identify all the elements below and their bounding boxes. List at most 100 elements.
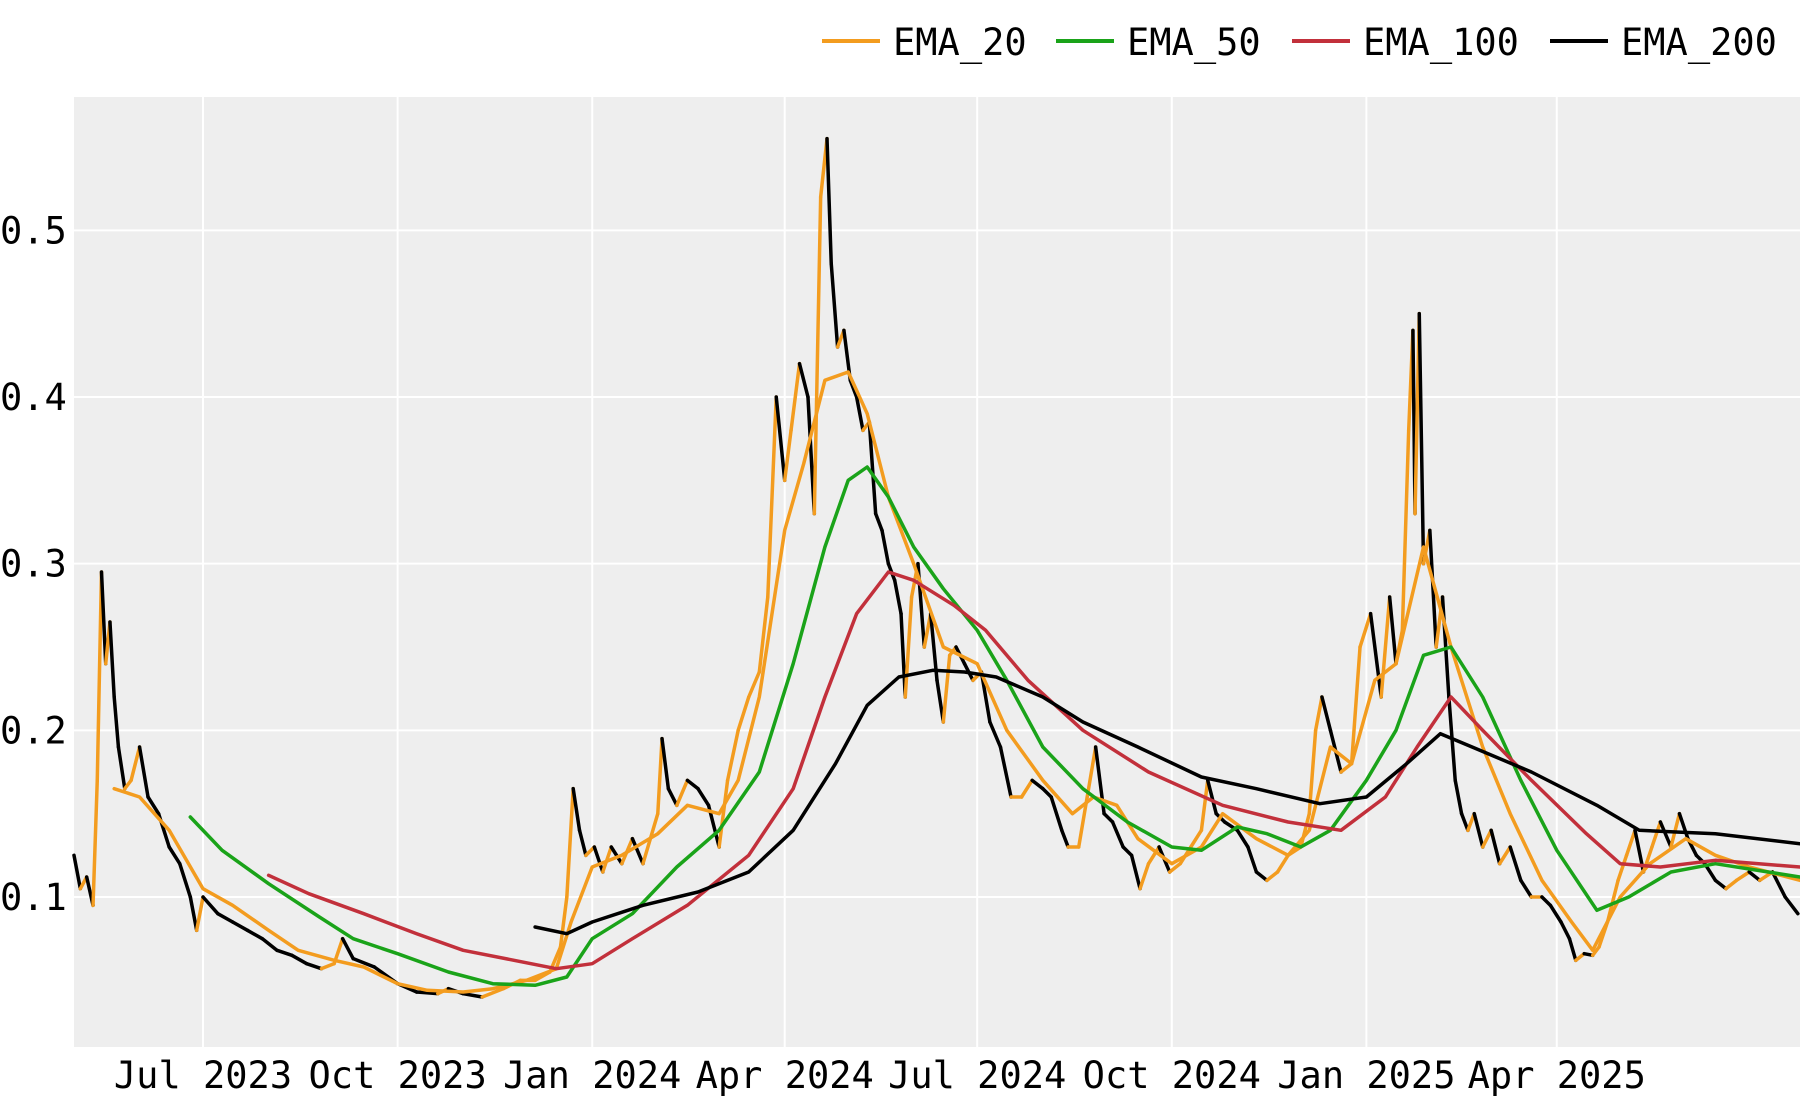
price-segment [1299, 811, 1312, 849]
price-segment [1246, 845, 1259, 874]
price-segment [1275, 853, 1290, 874]
price-segment [1559, 920, 1572, 941]
price-segment [1167, 861, 1182, 874]
price-segment [1205, 778, 1218, 816]
price-segment [1783, 895, 1800, 916]
price-segment [99, 570, 108, 666]
price-segment [1049, 795, 1064, 833]
price-segment [95, 570, 104, 783]
price-segment [1567, 936, 1578, 963]
series-line-ema-20 [112, 370, 1800, 994]
y-tick-label: 0.4 [0, 376, 67, 419]
plot-background [74, 97, 1800, 1047]
price-segment [656, 736, 664, 816]
series-line-ema-100 [266, 570, 1800, 971]
y-tick-label: 0.1 [0, 876, 67, 919]
price-segment [757, 595, 770, 674]
price-segment [746, 670, 762, 699]
x-tick-label: Jul 2024 [888, 1054, 1066, 1097]
price-segment [1540, 895, 1553, 908]
price-segment [988, 720, 1003, 749]
price-segment [1339, 761, 1354, 774]
price-segment [1199, 778, 1210, 833]
price-segment [480, 986, 506, 999]
price-segment [666, 786, 679, 808]
price-segment [825, 136, 833, 266]
price-segment [829, 261, 840, 349]
price-segment [873, 511, 884, 533]
y-tick-label: 0.5 [0, 209, 67, 252]
price-segment [340, 936, 355, 961]
price-segment [1019, 778, 1034, 799]
price-segment [1677, 811, 1690, 841]
price-segment [584, 845, 597, 858]
price-segment [230, 920, 250, 933]
price-segment [1519, 878, 1534, 899]
legend: EMA_20 EMA_50 EMA_100 EMA_200 [822, 21, 1777, 65]
price-segment [696, 786, 711, 808]
price-segment [717, 778, 730, 849]
x-tick-label: Oct 2024 [1083, 1054, 1261, 1097]
price-segment [660, 736, 671, 791]
price-segment [1235, 828, 1250, 849]
price-segment [167, 845, 182, 866]
price-segment [112, 695, 121, 749]
price-segment [1379, 595, 1392, 699]
price-segment [1368, 611, 1383, 699]
series-line-ema-200 [533, 668, 1800, 936]
price-segment [592, 845, 605, 874]
price-segment [1060, 828, 1070, 849]
price-segment [1734, 870, 1751, 883]
price-segment [91, 778, 100, 908]
price-segment [675, 778, 690, 808]
price-segment [1548, 903, 1563, 924]
price-segment [188, 895, 199, 933]
price-segment [1102, 811, 1115, 824]
price-segment [1616, 853, 1629, 883]
price-segment [1313, 695, 1324, 733]
legend-label: EMA_100 [1363, 21, 1519, 65]
x-tick-label: Oct 2023 [309, 1054, 487, 1097]
price-segment [766, 395, 778, 599]
price-segment [867, 420, 878, 516]
price-segment [812, 195, 823, 516]
price-segment [1320, 695, 1333, 733]
price-segment [630, 836, 645, 866]
x-tick-label: Jan 2025 [1277, 1054, 1455, 1097]
price-segment [854, 395, 865, 433]
price-segment [216, 911, 235, 924]
price-segment [1129, 853, 1142, 891]
price-segment [319, 961, 336, 971]
price-segment [1453, 778, 1464, 816]
price-segment [1508, 845, 1523, 883]
price-segment [461, 991, 484, 999]
y-tick-label: 0.3 [0, 543, 67, 586]
legend-label: EMA_50 [1127, 21, 1261, 65]
price-segment [1030, 778, 1045, 791]
x-tick-label: Apr 2025 [1468, 1054, 1646, 1097]
price-segment [1110, 820, 1125, 849]
price-segment [1497, 845, 1512, 866]
price-segment [1489, 828, 1502, 866]
price-segment [201, 895, 220, 916]
price-segment [609, 845, 624, 866]
price-segment [736, 695, 751, 733]
price-segment [146, 795, 161, 816]
y-tick-label: 0.2 [0, 709, 67, 752]
price-segment [1085, 745, 1098, 799]
price-segment [245, 928, 265, 941]
price-segment [108, 620, 116, 699]
price-segment [685, 778, 700, 791]
price-segment [558, 895, 569, 949]
price-segment [1747, 870, 1762, 883]
price-segment [1428, 528, 1438, 649]
price-segment [774, 395, 787, 483]
price-segment [1387, 595, 1398, 666]
legend-label: EMA_20 [893, 21, 1027, 65]
x-tick-label: Jul 2023 [114, 1054, 292, 1097]
price-segment [290, 953, 309, 966]
price-segment [571, 786, 582, 833]
price-segment [194, 895, 205, 933]
